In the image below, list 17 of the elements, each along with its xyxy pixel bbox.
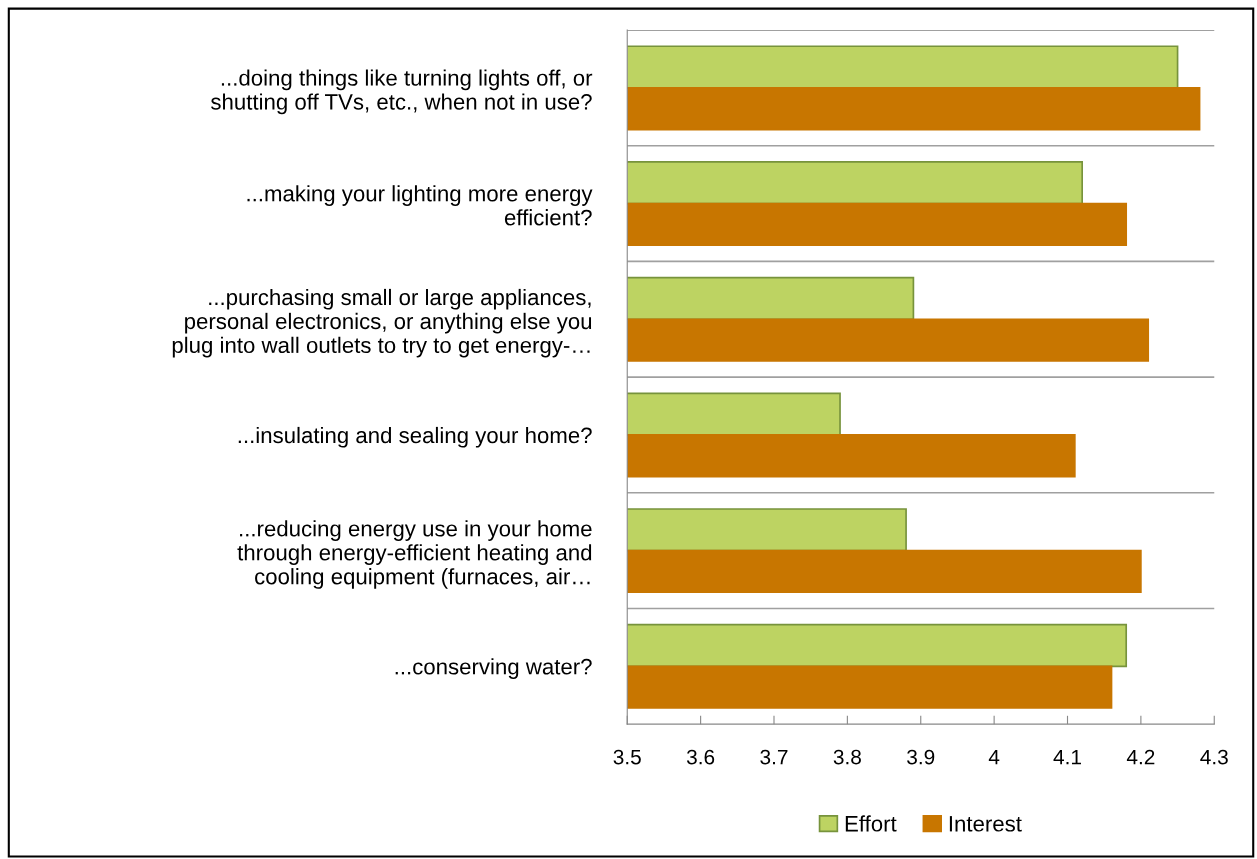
x-tick-label: 4.1 <box>1053 749 1081 765</box>
y-tick-label: ...doing things like turning lights off, or shutting off TVs, etc., when not in use? <box>211 69 593 115</box>
x-tick-label: 4.3 <box>1200 749 1228 765</box>
x-tick-label: 3.7 <box>760 749 788 765</box>
x-tick-label: 3.6 <box>686 749 715 765</box>
y-tick-label: ...purchasing small or large appliances, personal electronics, or anything else you plug into wall outlets to try to get energy-… <box>172 288 592 358</box>
y-tick-label: ...insulating and sealing your home? <box>238 426 592 448</box>
legend-label: Interest <box>949 816 1022 832</box>
y-tick-label: ...making your lighting more energy efficient? <box>247 185 593 226</box>
x-tick-label: 3.8 <box>833 749 861 765</box>
y-tick-label: ...conserving water? <box>395 658 592 679</box>
legend-label: Effort <box>845 815 897 832</box>
x-tick-label: 3.5 <box>613 749 641 765</box>
x-tick-label: 3.9 <box>907 749 935 765</box>
x-tick-label: 4 <box>988 749 1000 765</box>
y-tick-label: ...reducing energy use in your home through energy-efficient heating and cooling equipment (furnaces, air… <box>237 520 592 589</box>
x-tick-label: 4.2 <box>1126 749 1155 765</box>
